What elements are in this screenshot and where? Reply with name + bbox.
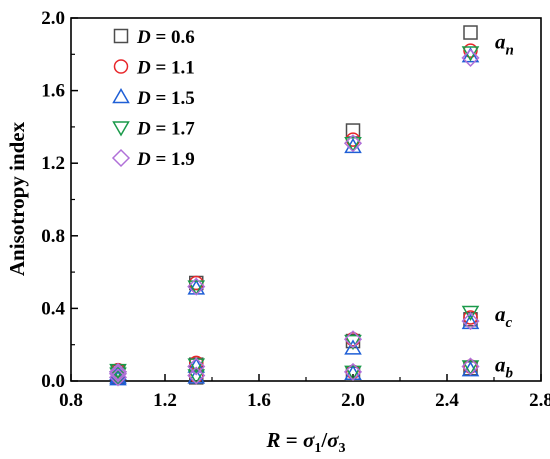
data-point-triangle-down	[344, 365, 362, 381]
annotation-base: a	[495, 353, 506, 377]
data-point-diamond	[461, 357, 480, 376]
data-point-diamond	[343, 134, 363, 153]
legend-var: D	[136, 119, 151, 140]
axis-ticks	[70, 17, 542, 382]
legend-marker-triangle-down	[112, 121, 130, 137]
x-axis-slash: /	[320, 428, 328, 452]
series-square	[110, 25, 478, 385]
data-point-triangle-up	[344, 137, 362, 154]
legend-value: = 1.1	[151, 58, 195, 79]
data-point-diamond	[108, 362, 128, 381]
data-point-diamond	[187, 357, 206, 376]
data-point-circle	[463, 310, 478, 325]
data-point-diamond	[108, 368, 128, 387]
annotation-subscript: n	[506, 43, 514, 59]
x-tick-label: 2.4	[435, 390, 459, 411]
legend-var: D	[136, 27, 151, 48]
annotation-an: an	[495, 30, 514, 59]
x-axis-den-sym: σ	[327, 428, 339, 452]
x-axis-den-sub: 3	[338, 441, 345, 456]
y-tick-label: 0.8	[41, 226, 65, 247]
legend-entry: D = 1.1	[136, 58, 195, 79]
x-axis-var: R	[266, 428, 281, 452]
series-triangle-down	[109, 46, 480, 387]
x-tick-label: 0.8	[59, 390, 83, 411]
x-axis-num-sym: σ	[303, 428, 315, 452]
x-tick-label: 1.6	[247, 390, 271, 411]
data-point-triangle-up	[461, 47, 480, 63]
y-tick-label: 0.0	[41, 371, 65, 392]
annotation-ac: ac	[495, 302, 513, 331]
legend-marker-circle	[113, 59, 129, 74]
legend-entry: D = 1.7	[136, 119, 195, 140]
data-point-triangle-up	[344, 339, 362, 355]
data-point-diamond	[343, 330, 363, 349]
data-point-diamond	[108, 364, 128, 383]
legend-value: = 1.9	[151, 149, 195, 170]
legend: D = 0.6D = 1.1D = 1.5D = 1.7D = 1.9	[111, 27, 195, 170]
legend-entry: D = 1.9	[136, 149, 195, 170]
x-tick-label: 1.2	[153, 390, 177, 411]
legend-var: D	[136, 58, 151, 79]
legend-entry: D = 0.6	[136, 27, 195, 48]
data-point-triangle-down	[109, 367, 127, 383]
data-point-circle	[463, 43, 478, 58]
x-axis-eq: =	[281, 428, 303, 452]
data-point-diamond	[461, 48, 480, 67]
legend-marker-triangle-up	[112, 87, 130, 104]
y-tick-label: 2.0	[41, 8, 65, 29]
data-point-circle	[345, 332, 361, 347]
series-diamond	[108, 48, 480, 387]
legend-var: D	[136, 88, 151, 109]
annotation-base: a	[495, 30, 506, 54]
annotation-base: a	[495, 302, 506, 326]
data-point-diamond	[461, 312, 480, 331]
data-point-triangle-down	[461, 360, 480, 376]
y-tick-label: 1.2	[41, 153, 65, 174]
annotation-subscript: b	[506, 366, 514, 382]
annotation-ab: ab	[495, 353, 514, 382]
y-axis-title: Anisotropy index	[5, 121, 29, 276]
tick-labels: 0.8 1.2 1.6 2.0 2.4 2.8 0.0 0.4 0.8 1.2 1.6 2.0	[41, 8, 550, 411]
y-tick-label: 0.4	[41, 298, 65, 319]
data-point-diamond	[187, 366, 206, 385]
legend-var: D	[136, 149, 151, 170]
x-axis-num-sub: 1	[314, 441, 321, 456]
x-axis-title: R = σ1/σ3	[266, 428, 346, 456]
x-tick-label: 2.8	[529, 390, 550, 411]
y-tick-label: 1.6	[41, 81, 65, 102]
data-point-triangle-down	[461, 305, 480, 322]
legend-entry: D = 1.5	[136, 88, 195, 109]
data-point-triangle-down	[344, 136, 362, 153]
legend-marker-diamond	[111, 148, 131, 168]
legend-value: = 1.5	[151, 88, 195, 109]
data-point-triangle-down	[344, 334, 362, 351]
data-point-diamond	[343, 362, 363, 381]
data-point-triangle-down	[187, 369, 206, 385]
data-markers	[108, 25, 480, 387]
legend-marker-square	[113, 28, 129, 44]
legend-value: = 0.6	[151, 27, 195, 48]
data-point-triangle-up	[461, 361, 480, 377]
annotation-subscript: c	[506, 315, 513, 331]
data-point-diamond	[187, 277, 206, 296]
legend-value: = 1.7	[151, 119, 196, 140]
x-tick-label: 2.0	[341, 390, 365, 411]
data-point-triangle-down	[187, 280, 206, 296]
data-point-square	[463, 25, 478, 40]
